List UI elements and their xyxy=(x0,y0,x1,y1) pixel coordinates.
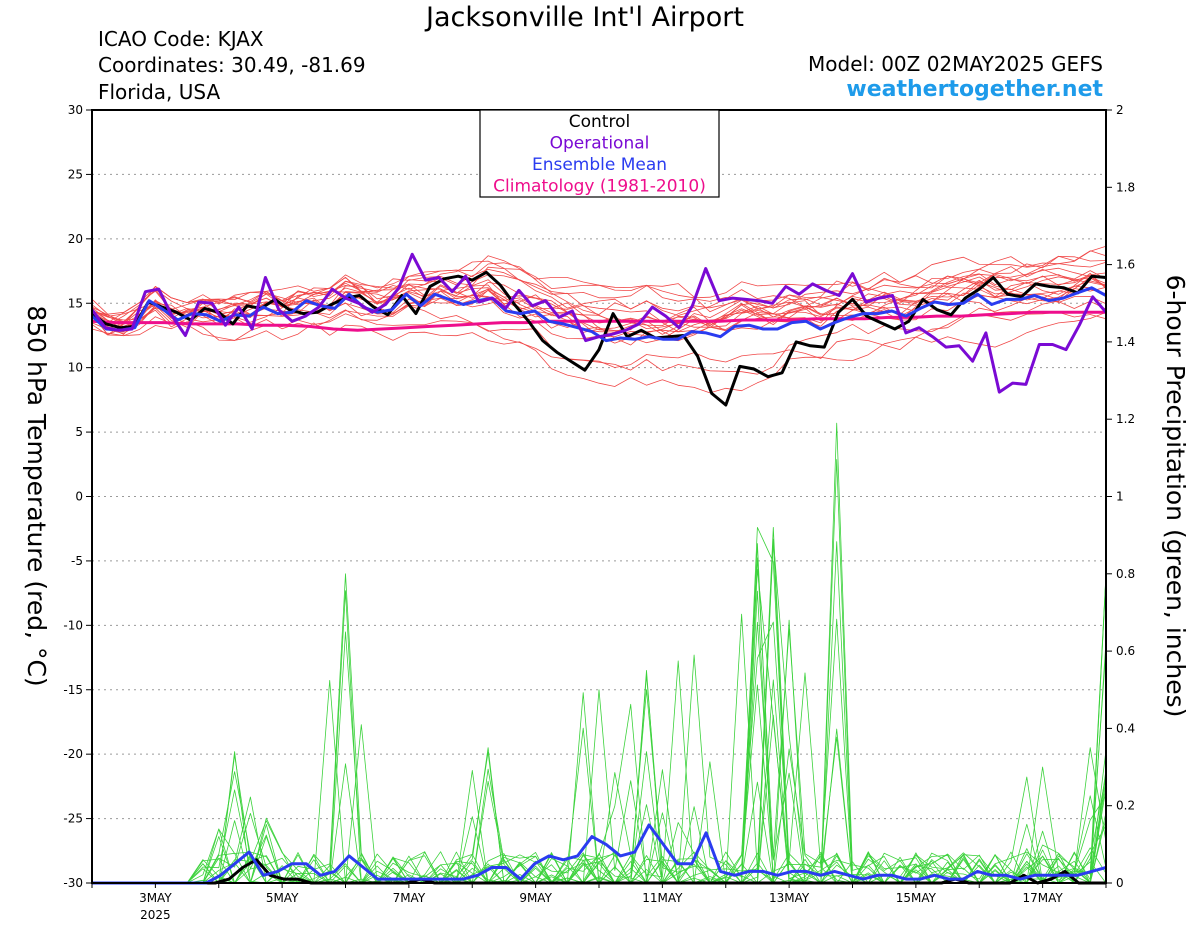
x-tick-label: 7MAY xyxy=(393,891,426,905)
x-tick-label: 5MAY xyxy=(266,891,299,905)
temp-member-line xyxy=(91,261,1107,315)
y-left-tick-label: 20 xyxy=(68,232,83,246)
precip-member-line xyxy=(92,684,1107,884)
precip-member-line xyxy=(92,621,1107,884)
x-tick-label: 9MAY xyxy=(519,891,552,905)
precip-member-line xyxy=(92,619,1107,884)
y-right-tick-label: 0.4 xyxy=(1116,721,1135,735)
legend-entry: Control xyxy=(569,112,630,132)
y-left-tick-label: 10 xyxy=(68,361,83,375)
x-tick-label: 3MAY xyxy=(139,891,172,905)
y-left-tick-label: -30 xyxy=(63,876,83,890)
precip-member-line xyxy=(92,621,1107,884)
operational-temp-line xyxy=(90,252,1108,394)
precip-member-line xyxy=(92,576,1107,884)
y-left-tick-label: 5 xyxy=(75,425,83,439)
y-right-tick-label: 1.2 xyxy=(1116,412,1135,426)
y-right-tick-label: 0.8 xyxy=(1116,567,1135,581)
x-tick-label: 17MAY xyxy=(1023,891,1064,905)
y-left-tick-label: 0 xyxy=(75,490,83,504)
legend-entry: Climatology (1981-2010) xyxy=(493,177,706,197)
y-right-tick-label: 0.6 xyxy=(1116,644,1135,658)
model-run-label: Model: 00Z 02MAY2025 GEFS xyxy=(808,52,1103,76)
temp-member-line xyxy=(91,305,1107,375)
website-link[interactable]: weathertogether.net xyxy=(846,77,1103,102)
y-left-tick-label: -10 xyxy=(63,618,83,632)
precip-member-line xyxy=(92,422,1107,884)
member-precip-lines xyxy=(92,422,1107,884)
y-left-tick-label: 30 xyxy=(68,103,83,117)
y-left-tick-label: -15 xyxy=(63,683,83,697)
page-title: Jacksonville Int'l Airport xyxy=(426,2,744,33)
region-label: Florida, USA xyxy=(98,80,221,104)
legend-entry: Ensemble Mean xyxy=(532,155,667,175)
main-series-lines xyxy=(90,252,1108,885)
precip-member-line xyxy=(92,679,1107,884)
grid-layer xyxy=(92,173,1106,820)
y-right-tick-label: 2 xyxy=(1116,103,1124,117)
y-right-tick-label: 0.2 xyxy=(1116,799,1135,813)
y-left-tick-label: -25 xyxy=(63,812,83,826)
legend-box xyxy=(479,109,720,198)
temp-member-line xyxy=(91,268,1107,336)
legend-entry: Operational xyxy=(550,134,650,154)
y-right-tick-label: 0 xyxy=(1116,876,1124,890)
x-tick-label: 15MAY xyxy=(896,891,937,905)
y-right-tick-label: 1.8 xyxy=(1116,180,1135,194)
coordinates-label: Coordinates: 30.49, -81.69 xyxy=(98,53,366,77)
y-left-tick-label: 15 xyxy=(68,296,83,310)
mean-precip-line xyxy=(92,823,1107,885)
climatology-line xyxy=(91,310,1106,332)
icao-code-label: ICAO Code: KJAX xyxy=(98,27,264,51)
y-right-tick-label: 1 xyxy=(1116,490,1124,504)
precip-member-line xyxy=(92,590,1107,884)
axis-ticks: -30-25-20-15-10-505101520253000.20.40.60… xyxy=(63,103,1135,922)
temp-member-line xyxy=(91,297,1107,368)
y-axis-right-label: 6-hour Precipitation (green, inches) xyxy=(1161,275,1190,718)
y-left-tick-label: -20 xyxy=(63,747,83,761)
y-left-tick-label: -5 xyxy=(71,554,83,568)
member-temp-lines xyxy=(91,245,1107,394)
y-right-tick-label: 1.6 xyxy=(1116,258,1135,272)
plot-frame xyxy=(91,109,1107,884)
x-year-label: 2025 xyxy=(140,908,171,922)
y-left-tick-label: 25 xyxy=(68,167,83,181)
x-tick-label: 13MAY xyxy=(769,891,810,905)
x-tick-label: 11MAY xyxy=(642,891,683,905)
y-right-tick-label: 1.4 xyxy=(1116,335,1135,349)
y-axis-left-label: 850 hPa Temperature (red, °C) xyxy=(22,305,51,686)
